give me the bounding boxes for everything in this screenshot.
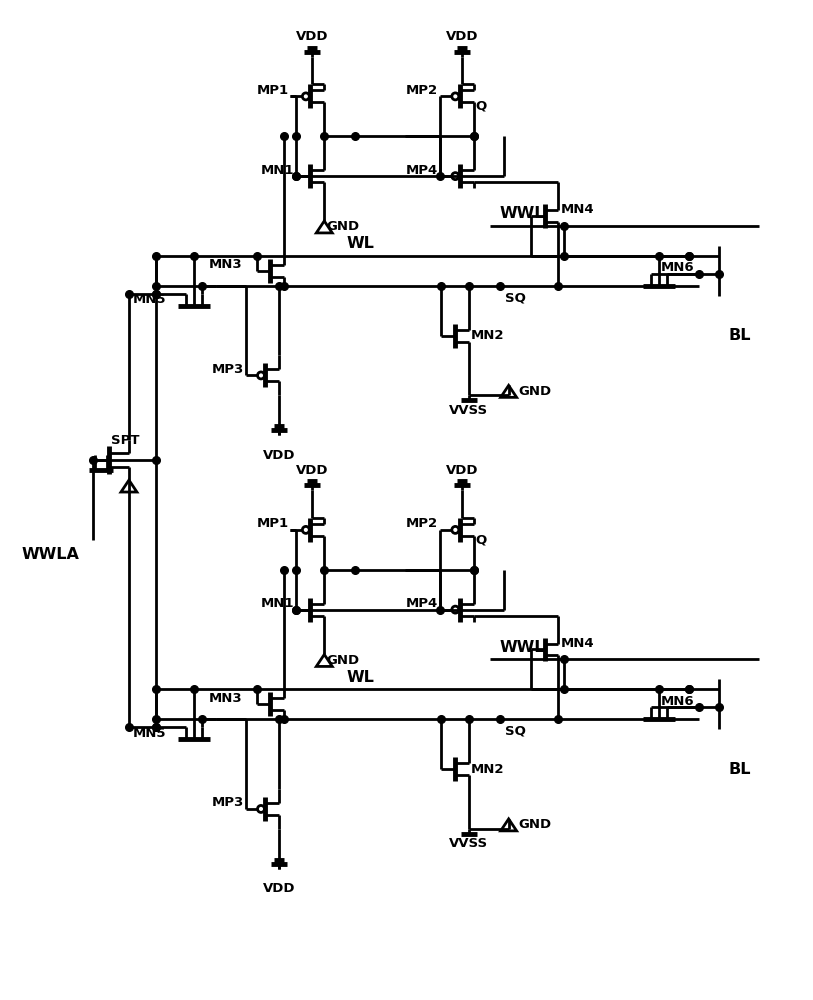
Text: BL: BL: [729, 328, 751, 343]
Text: GND: GND: [326, 220, 359, 233]
Text: GND: GND: [519, 818, 552, 831]
Text: MP1: MP1: [256, 517, 289, 530]
Text: VVSS: VVSS: [450, 404, 489, 417]
Text: VDD: VDD: [446, 30, 478, 43]
Text: MP1: MP1: [256, 84, 289, 97]
Text: SPT: SPT: [111, 434, 140, 447]
Text: VDD: VDD: [263, 449, 296, 462]
Text: SQ: SQ: [505, 725, 525, 738]
Text: MN3: MN3: [209, 258, 242, 271]
Text: MP3: MP3: [211, 796, 244, 809]
Text: MP4: MP4: [406, 597, 438, 610]
Text: MN2: MN2: [471, 329, 504, 342]
Text: MN5: MN5: [133, 293, 166, 306]
Text: Q: Q: [476, 533, 487, 546]
Text: MN3: MN3: [209, 692, 242, 705]
Text: MN5: MN5: [133, 727, 166, 740]
Text: MP2: MP2: [406, 84, 438, 97]
Text: VDD: VDD: [263, 882, 296, 895]
Text: WWLA: WWLA: [21, 547, 79, 562]
Text: MN6: MN6: [661, 261, 695, 274]
Text: MN4: MN4: [560, 637, 594, 650]
Text: VDD: VDD: [446, 464, 478, 477]
Text: VDD: VDD: [296, 464, 328, 477]
Text: WWL: WWL: [500, 640, 546, 655]
Text: SQ: SQ: [505, 291, 525, 304]
Text: MN1: MN1: [261, 597, 294, 610]
Text: MP4: MP4: [406, 164, 438, 177]
Text: WL: WL: [346, 670, 374, 685]
Text: MN4: MN4: [560, 203, 594, 216]
Text: WL: WL: [346, 236, 374, 251]
Text: MN1: MN1: [261, 164, 294, 177]
Text: MN6: MN6: [661, 695, 695, 708]
Text: VVSS: VVSS: [450, 837, 489, 850]
Text: MP3: MP3: [211, 363, 244, 376]
Text: Q: Q: [476, 100, 487, 113]
Text: GND: GND: [519, 385, 552, 398]
Text: VDD: VDD: [296, 30, 328, 43]
Text: WWL: WWL: [500, 206, 546, 221]
Text: GND: GND: [326, 654, 359, 667]
Text: MN2: MN2: [471, 763, 504, 776]
Text: BL: BL: [729, 762, 751, 777]
Text: MP2: MP2: [406, 517, 438, 530]
